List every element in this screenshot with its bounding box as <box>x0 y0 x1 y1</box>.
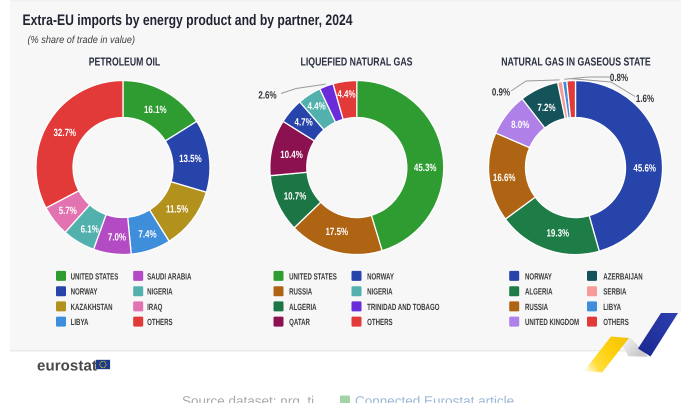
svg-text:OTHERS: OTHERS <box>147 317 173 327</box>
svg-text:7.4%: 7.4% <box>138 229 157 241</box>
svg-text:SERBIA: SERBIA <box>603 287 626 297</box>
svg-text:7.0%: 7.0% <box>108 231 127 243</box>
svg-text:4.7%: 4.7% <box>295 117 314 129</box>
svg-text:NIGERIA: NIGERIA <box>367 287 393 297</box>
svg-text:Extra-EU imports by energy pro: Extra-EU imports by energy product and b… <box>23 12 353 29</box>
svg-text:8.0%: 8.0% <box>511 119 530 131</box>
svg-text:NORWAY: NORWAY <box>367 271 394 281</box>
svg-text:2.6%: 2.6% <box>258 90 277 102</box>
svg-text:32.7%: 32.7% <box>54 127 77 139</box>
svg-text:NORWAY: NORWAY <box>71 287 98 297</box>
svg-text:PETROLEUM OIL: PETROLEUM OIL <box>89 56 161 69</box>
svg-text:RUSSIA: RUSSIA <box>289 287 312 297</box>
svg-text:ALGERIA: ALGERIA <box>525 287 553 297</box>
svg-text:13.5%: 13.5% <box>179 153 202 165</box>
svg-text:KAZAKHSTAN: KAZAKHSTAN <box>71 302 113 312</box>
svg-text:OTHERS: OTHERS <box>367 317 393 327</box>
svg-text:QATAR: QATAR <box>289 317 310 327</box>
svg-text:IRAQ: IRAQ <box>147 302 162 312</box>
svg-text:1.6%: 1.6% <box>636 93 655 105</box>
svg-text:NATURAL GAS IN GASEOUS STATE: NATURAL GAS IN GASEOUS STATE <box>501 56 651 69</box>
svg-text:NORWAY: NORWAY <box>525 271 552 281</box>
svg-text:6.1%: 6.1% <box>81 224 100 236</box>
svg-text:RUSSIA: RUSSIA <box>525 302 548 312</box>
svg-text:45.6%: 45.6% <box>633 162 656 174</box>
svg-text:Source dataset: nrg_ti_: Source dataset: nrg_ti_ <box>182 394 322 403</box>
svg-text:7.2%: 7.2% <box>537 102 556 114</box>
svg-text:19.3%: 19.3% <box>547 228 570 240</box>
svg-text:Connected Eurostat article: Connected Eurostat article <box>355 394 514 403</box>
svg-text:10.7%: 10.7% <box>284 191 307 203</box>
svg-text:UNITED STATES: UNITED STATES <box>289 271 337 281</box>
svg-text:LIQUEFIED NATURAL GAS: LIQUEFIED NATURAL GAS <box>301 56 413 69</box>
svg-text:16.6%: 16.6% <box>493 172 516 184</box>
svg-text:OTHERS: OTHERS <box>603 317 629 327</box>
svg-text:4.4%: 4.4% <box>337 88 356 100</box>
svg-text:LIBYA: LIBYA <box>71 317 89 327</box>
svg-text:16.1%: 16.1% <box>144 104 167 116</box>
svg-text:LIBYA: LIBYA <box>603 302 621 312</box>
svg-text:45.3%: 45.3% <box>414 162 437 174</box>
svg-text:ALGERIA: ALGERIA <box>289 302 317 312</box>
svg-text:0.8%: 0.8% <box>610 72 629 84</box>
svg-text:AZERBAIJAN: AZERBAIJAN <box>603 271 642 281</box>
svg-text:0.9%: 0.9% <box>492 87 511 99</box>
svg-text:UNITED KINGDOM: UNITED KINGDOM <box>525 317 579 327</box>
svg-text:NIGERIA: NIGERIA <box>147 287 173 297</box>
svg-text:TRINIDAD AND TOBAGO: TRINIDAD AND TOBAGO <box>367 302 439 312</box>
svg-text:UNITED STATES: UNITED STATES <box>71 271 119 281</box>
svg-text:4.4%: 4.4% <box>308 101 327 113</box>
svg-text:5.7%: 5.7% <box>59 205 78 217</box>
svg-text:17.5%: 17.5% <box>326 226 349 238</box>
svg-text:eurostat: eurostat <box>37 358 97 375</box>
svg-text:11.5%: 11.5% <box>166 203 189 215</box>
svg-text:10.4%: 10.4% <box>280 149 303 161</box>
svg-text:SAUDI ARABIA: SAUDI ARABIA <box>147 271 192 281</box>
svg-text:(% share of trade in value): (% share of trade in value) <box>28 35 136 46</box>
